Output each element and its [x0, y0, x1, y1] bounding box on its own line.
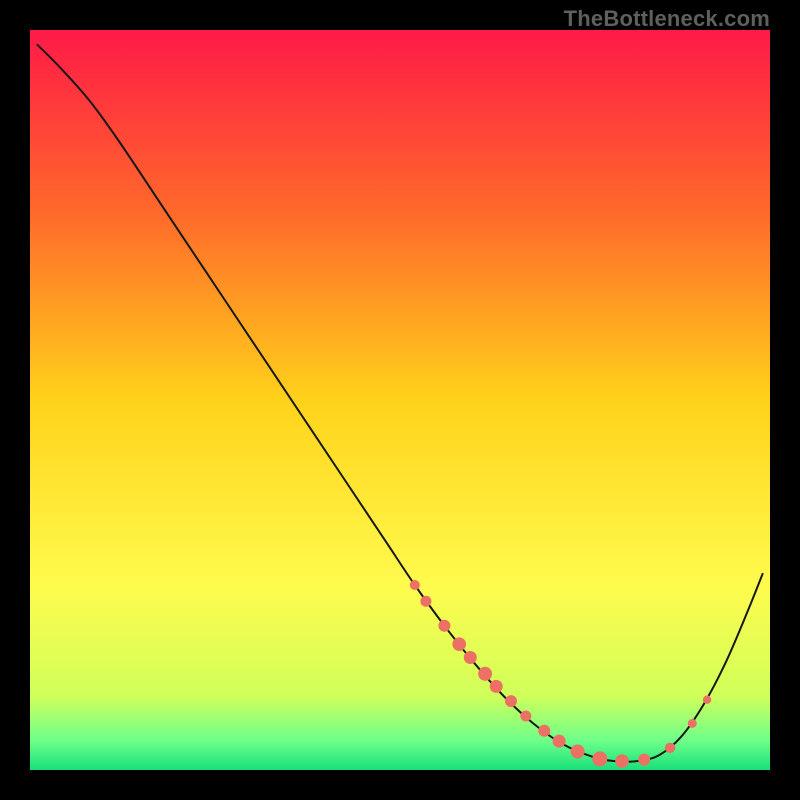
- plot-svg: [30, 30, 770, 770]
- data-marker: [438, 620, 450, 632]
- gradient-background: [30, 30, 770, 770]
- watermark-text: TheBottleneck.com: [564, 6, 770, 32]
- data-marker: [490, 680, 503, 693]
- data-marker: [452, 637, 466, 651]
- data-marker: [505, 695, 517, 707]
- data-marker: [592, 751, 607, 766]
- data-marker: [571, 745, 585, 759]
- data-marker: [420, 596, 431, 607]
- plot-area: [30, 30, 770, 770]
- data-marker: [464, 651, 477, 664]
- data-marker: [638, 754, 650, 766]
- data-marker: [665, 743, 675, 753]
- data-marker: [538, 725, 550, 737]
- data-marker: [703, 696, 711, 704]
- data-marker: [553, 735, 566, 748]
- chart-container: TheBottleneck.com: [0, 0, 800, 800]
- data-marker: [478, 667, 492, 681]
- data-marker: [615, 754, 629, 768]
- data-marker: [688, 719, 697, 728]
- data-marker: [520, 710, 531, 721]
- data-marker: [410, 580, 420, 590]
